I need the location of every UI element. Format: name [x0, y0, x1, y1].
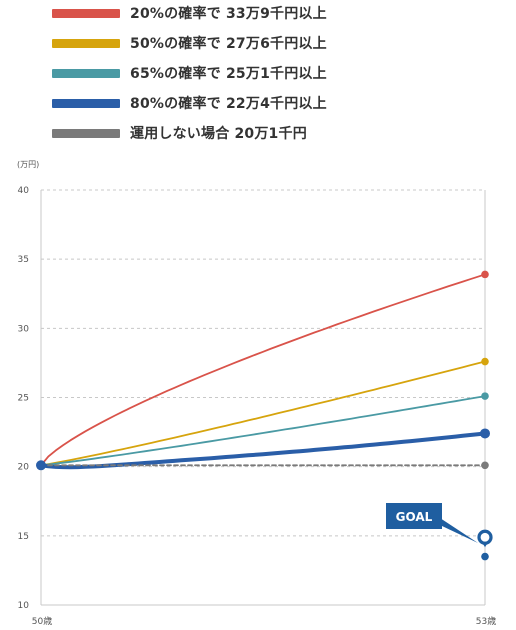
- series-line: [40, 360, 486, 467]
- goal-pointer: [440, 518, 478, 543]
- y-tick-label: 40: [18, 186, 30, 196]
- legend-item: 65%の確率で 25万1千円以上: [52, 61, 327, 85]
- y-tick-label: 15: [18, 532, 29, 542]
- legend-label: 65%の確率で 25万1千円以上: [130, 66, 327, 82]
- series-end-point: [481, 357, 489, 366]
- legend-item: 20%の確率で 33万9千円以上: [52, 1, 327, 25]
- legend-swatch: [52, 38, 120, 48]
- series-end-point: [481, 392, 489, 400]
- y-tick-label: 20: [18, 463, 30, 473]
- legend-label: 80%の確率で 22万4千円以上: [130, 96, 327, 112]
- series-end-point: [481, 461, 489, 470]
- goal-marker: [477, 529, 493, 545]
- legend-swatch: [52, 128, 120, 138]
- x-axis-ticks: 50歳 53歳: [32, 615, 496, 627]
- series-line: [40, 273, 486, 467]
- goal-annotation: GOAL: [386, 503, 493, 561]
- y-tick-label: 30: [18, 324, 30, 334]
- series-line: [40, 395, 486, 467]
- y-tick-label: 10: [18, 601, 30, 611]
- y-tick-label: 25: [18, 394, 29, 404]
- legend-label: 20%の確率で 33万9千円以上: [130, 6, 327, 22]
- series-end-point: [481, 270, 489, 279]
- x-tick-label: 50歳: [32, 615, 52, 627]
- legend-label: 運用しない場合 20万1千円: [130, 126, 307, 142]
- legend-swatch: [52, 68, 120, 78]
- goal-lower-point: [481, 552, 489, 561]
- y-axis-unit: (万円): [17, 160, 39, 169]
- series-start-point: [36, 460, 46, 471]
- goal-marker-tip: [482, 542, 488, 548]
- chart-grid: [40, 189, 486, 606]
- legend-item: 運用しない場合 20万1千円: [52, 121, 307, 145]
- legend-label: 50%の確率で 27万6千円以上: [130, 36, 327, 52]
- legend-swatch: [52, 98, 120, 108]
- y-tick-label: 35: [18, 255, 29, 265]
- legend-swatch: [52, 8, 120, 18]
- series-line: [39, 431, 487, 470]
- goal-label: GOAL: [396, 510, 433, 524]
- y-axis-ticks: 10 15 20 25 30 35 40: [18, 186, 30, 611]
- legend-item: 50%の確率で 27万6千円以上: [52, 31, 327, 55]
- x-tick-label: 53歳: [476, 615, 496, 627]
- series-end-point: [480, 428, 490, 439]
- goal-box: [386, 503, 442, 529]
- legend-item: 80%の確率で 22万4千円以上: [52, 91, 327, 115]
- series-lines: [36, 270, 490, 471]
